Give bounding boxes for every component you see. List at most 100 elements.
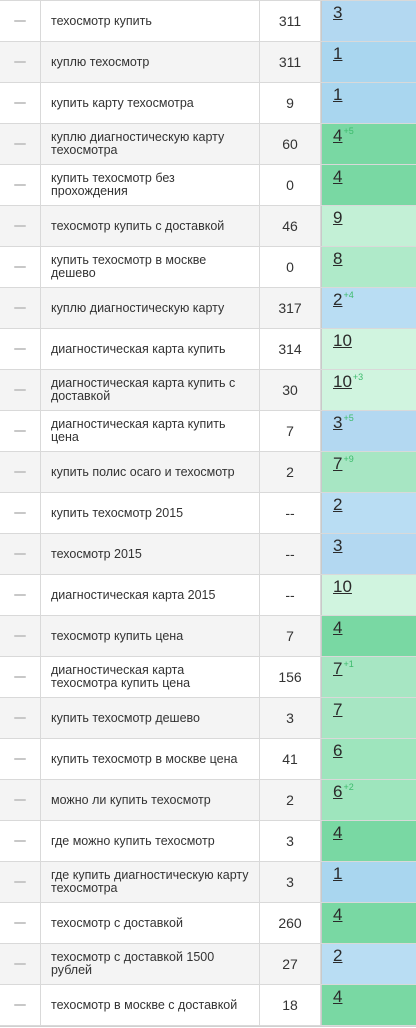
- row-toggle-cell[interactable]: [0, 698, 41, 738]
- position-link[interactable]: 6: [333, 782, 343, 801]
- row-toggle-cell[interactable]: [0, 370, 41, 410]
- row-toggle-cell[interactable]: [0, 944, 41, 984]
- table-row: купить техосмотр 2015 -- 2: [0, 493, 416, 534]
- minus-icon[interactable]: [14, 102, 26, 104]
- row-toggle-cell[interactable]: [0, 247, 41, 287]
- minus-icon[interactable]: [14, 799, 26, 801]
- position-link[interactable]: 1: [333, 864, 343, 883]
- row-toggle-cell[interactable]: [0, 985, 41, 1025]
- minus-icon[interactable]: [14, 594, 26, 596]
- minus-icon[interactable]: [14, 717, 26, 719]
- minus-icon[interactable]: [14, 143, 26, 145]
- position-link[interactable]: 3: [333, 413, 343, 432]
- row-toggle-cell[interactable]: [0, 329, 41, 369]
- position-link[interactable]: 4: [333, 126, 343, 145]
- row-toggle-cell[interactable]: [0, 739, 41, 779]
- position-link[interactable]: 2: [333, 495, 343, 514]
- row-toggle-cell[interactable]: [0, 780, 41, 820]
- minus-icon[interactable]: [14, 963, 26, 965]
- keyword-cell: купить техосмотр без прохождения: [41, 165, 260, 205]
- row-toggle-cell[interactable]: [0, 288, 41, 328]
- minus-icon[interactable]: [14, 61, 26, 63]
- minus-icon[interactable]: [14, 471, 26, 473]
- minus-icon[interactable]: [14, 922, 26, 924]
- volume-cell: 46: [260, 206, 321, 246]
- position-link[interactable]: 7: [333, 454, 343, 473]
- row-toggle-cell[interactable]: [0, 862, 41, 902]
- table-row: техосмотр купить цена 7 4: [0, 616, 416, 657]
- position-link[interactable]: 6: [333, 741, 343, 760]
- minus-icon[interactable]: [14, 676, 26, 678]
- minus-icon[interactable]: [14, 512, 26, 514]
- minus-icon[interactable]: [14, 840, 26, 842]
- position-link[interactable]: 10: [333, 331, 352, 350]
- position-link[interactable]: 4: [333, 618, 343, 637]
- minus-icon[interactable]: [14, 348, 26, 350]
- volume-cell: 156: [260, 657, 321, 697]
- minus-icon[interactable]: [14, 635, 26, 637]
- position-cell: 3: [321, 534, 416, 574]
- minus-icon[interactable]: [14, 307, 26, 309]
- minus-icon[interactable]: [14, 266, 26, 268]
- position-link[interactable]: 10: [333, 372, 352, 391]
- row-toggle-cell[interactable]: [0, 493, 41, 533]
- minus-icon[interactable]: [14, 389, 26, 391]
- row-toggle-cell[interactable]: [0, 83, 41, 123]
- row-toggle-cell[interactable]: [0, 1, 41, 41]
- position-link[interactable]: 4: [333, 905, 343, 924]
- row-toggle-cell[interactable]: [0, 903, 41, 943]
- position-change-badge: +2: [343, 782, 354, 792]
- position-link[interactable]: 8: [333, 249, 343, 268]
- position-link[interactable]: 4: [333, 823, 343, 842]
- row-toggle-cell[interactable]: [0, 821, 41, 861]
- row-toggle-cell[interactable]: [0, 42, 41, 82]
- position-cell: 4+5: [321, 124, 416, 164]
- position-link[interactable]: 3: [333, 3, 343, 22]
- minus-icon[interactable]: [14, 184, 26, 186]
- position-cell: 1: [321, 42, 416, 82]
- position-link[interactable]: 2: [333, 946, 343, 965]
- minus-icon[interactable]: [14, 881, 26, 883]
- table-bottom-border: [0, 1026, 416, 1027]
- table-row: куплю диагностическую карту 317 2+4: [0, 288, 416, 329]
- table-row: диагностическая карта 2015 -- 10: [0, 575, 416, 616]
- position-link[interactable]: 7: [333, 659, 343, 678]
- keyword-cell: диагностическая карта купить цена: [41, 411, 260, 451]
- position-link[interactable]: 7: [333, 700, 343, 719]
- row-toggle-cell[interactable]: [0, 124, 41, 164]
- position-link[interactable]: 1: [333, 44, 343, 63]
- table-row: купить техосмотр в москве дешево 0 8: [0, 247, 416, 288]
- table-row: купить техосмотр в москве цена 41 6: [0, 739, 416, 780]
- position-link[interactable]: 1: [333, 85, 343, 104]
- row-toggle-cell[interactable]: [0, 165, 41, 205]
- minus-icon[interactable]: [14, 758, 26, 760]
- position-link[interactable]: 9: [333, 208, 343, 227]
- position-link[interactable]: 4: [333, 167, 343, 186]
- keyword-cell: диагностическая карта 2015: [41, 575, 260, 615]
- minus-icon[interactable]: [14, 430, 26, 432]
- minus-icon[interactable]: [14, 553, 26, 555]
- keyword-cell: техосмотр с доставкой: [41, 903, 260, 943]
- row-toggle-cell[interactable]: [0, 616, 41, 656]
- row-toggle-cell[interactable]: [0, 534, 41, 574]
- position-link[interactable]: 4: [333, 987, 343, 1006]
- minus-icon[interactable]: [14, 20, 26, 22]
- position-link[interactable]: 10: [333, 577, 352, 596]
- keyword-cell: куплю техосмотр: [41, 42, 260, 82]
- row-toggle-cell[interactable]: [0, 206, 41, 246]
- position-link[interactable]: 2: [333, 290, 343, 309]
- row-toggle-cell[interactable]: [0, 411, 41, 451]
- minus-icon[interactable]: [14, 1004, 26, 1006]
- volume-cell: 41: [260, 739, 321, 779]
- position-link[interactable]: 3: [333, 536, 343, 555]
- position-cell: 8: [321, 247, 416, 287]
- volume-cell: 30: [260, 370, 321, 410]
- row-toggle-cell[interactable]: [0, 657, 41, 697]
- keyword-cell: купить техосмотр в москве дешево: [41, 247, 260, 287]
- minus-icon[interactable]: [14, 225, 26, 227]
- keyword-cell: куплю диагностическую карту: [41, 288, 260, 328]
- row-toggle-cell[interactable]: [0, 575, 41, 615]
- position-cell: 1: [321, 862, 416, 902]
- row-toggle-cell[interactable]: [0, 452, 41, 492]
- keyword-cell: диагностическая карта купить с доставкой: [41, 370, 260, 410]
